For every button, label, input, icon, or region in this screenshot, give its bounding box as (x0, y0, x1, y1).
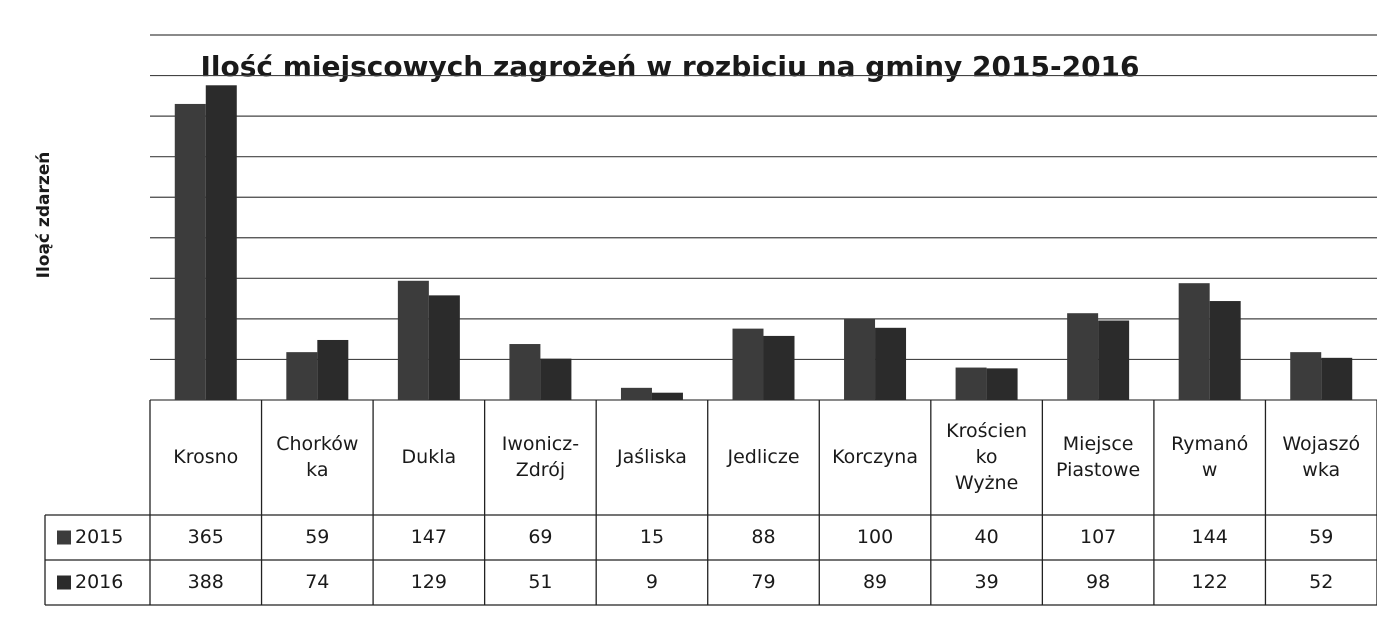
bar (286, 352, 318, 400)
table-value: 365 (188, 526, 224, 548)
category-label: Jedlicze (726, 446, 799, 468)
category-label: Krościen (946, 420, 1027, 442)
category-label: Iwonicz- (502, 433, 579, 455)
table-value: 100 (857, 526, 893, 548)
table-value: 98 (1086, 571, 1110, 593)
category-label: Dukla (402, 446, 457, 468)
table-value: 129 (411, 571, 447, 593)
bar (1290, 352, 1322, 400)
table-value: 122 (1192, 571, 1228, 593)
table-value: 79 (751, 571, 775, 593)
category-label: Rymanó (1171, 433, 1248, 455)
category-label: Jaśliska (616, 446, 687, 468)
bar (540, 358, 572, 400)
table-value: 59 (1309, 526, 1333, 548)
legend-label: 2016 (75, 571, 123, 593)
bar (1178, 283, 1210, 400)
bar (1067, 313, 1099, 400)
bar (317, 339, 349, 400)
category-label: w (1202, 459, 1218, 481)
table-value: 40 (974, 526, 998, 548)
category-label: wka (1302, 459, 1340, 481)
table-value: 69 (528, 526, 552, 548)
chart-title: Ilość miejscowych zagrożeń w rozbiciu na… (200, 50, 1139, 83)
category-label: Wojaszó (1282, 433, 1360, 455)
bar (1098, 320, 1130, 400)
bar (875, 327, 907, 400)
bar (620, 387, 652, 400)
bar (763, 335, 795, 400)
bar (986, 368, 1018, 400)
legend-key (57, 575, 71, 590)
bar (1321, 357, 1353, 400)
table-value: 52 (1309, 571, 1333, 593)
table-value: 9 (646, 571, 658, 593)
table-value: 51 (528, 571, 552, 593)
table-value: 89 (863, 571, 887, 593)
category-label: ka (306, 459, 328, 481)
category-label: Piastowe (1056, 459, 1140, 481)
category-label: Zdrój (516, 459, 565, 481)
category-label: Korczyna (832, 446, 918, 468)
category-label: Chorków (276, 433, 358, 455)
table-value: 107 (1080, 526, 1116, 548)
table-value: 59 (305, 526, 329, 548)
bar (205, 85, 237, 401)
bar (397, 280, 429, 400)
category-label: Wyżne (955, 472, 1018, 494)
bar (955, 367, 987, 400)
legend-label: 2015 (75, 526, 123, 548)
category-label: Miejsce (1063, 433, 1134, 455)
table-value: 15 (640, 526, 664, 548)
table-value: 388 (188, 571, 224, 593)
bar (509, 344, 541, 400)
table-value: 88 (751, 526, 775, 548)
legend-key (57, 530, 71, 545)
bar (732, 328, 764, 400)
category-label: ko (976, 446, 998, 468)
table-value: 39 (974, 571, 998, 593)
bar (844, 318, 876, 400)
bar (174, 103, 206, 400)
table-value: 144 (1192, 526, 1228, 548)
table-value: 147 (411, 526, 447, 548)
table-value: 74 (305, 571, 329, 593)
y-axis-label: Iloąć zdarzeń (34, 152, 54, 279)
bar (428, 295, 460, 400)
category-label: Krosno (173, 446, 238, 468)
bar (1209, 301, 1241, 400)
bar (651, 392, 683, 400)
